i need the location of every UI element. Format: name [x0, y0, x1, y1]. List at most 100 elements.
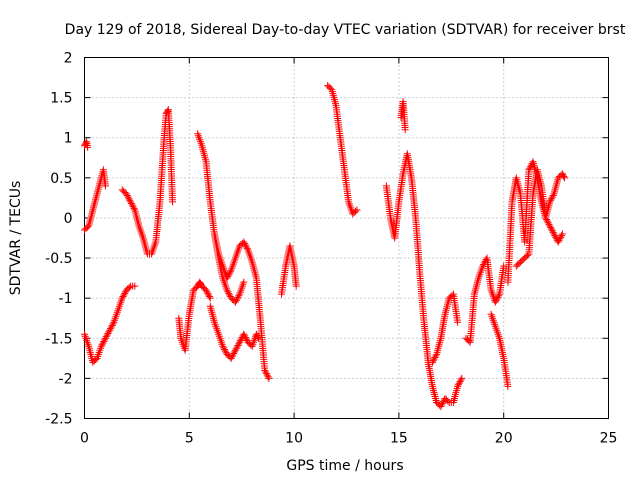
data-point: [547, 224, 555, 232]
data-point: [123, 191, 131, 199]
data-point: [234, 293, 242, 301]
data-point: [106, 325, 114, 333]
data-point: [233, 295, 241, 303]
y-tick-label: 2: [64, 51, 73, 67]
data-point: [254, 333, 262, 341]
x-tick-label: 5: [185, 431, 194, 447]
x-tick-label: 10: [285, 431, 303, 447]
data-point: [241, 333, 249, 341]
data-point: [164, 107, 172, 115]
data-point: [454, 382, 462, 390]
x-tick-label: 20: [495, 431, 513, 447]
data-point: [458, 374, 466, 382]
data-point: [557, 233, 565, 241]
data-point: [128, 201, 136, 209]
series-track-m: [428, 290, 462, 366]
data-point: [556, 235, 564, 243]
data-point: [546, 198, 554, 206]
data-point: [242, 243, 250, 251]
data-point: [205, 291, 213, 299]
data-point: [124, 193, 132, 201]
data-point: [548, 227, 556, 235]
data-point: [235, 292, 243, 300]
data-point: [438, 399, 446, 407]
series-track-k: [382, 150, 466, 410]
series-track-n: [462, 254, 508, 346]
data-point: [454, 318, 462, 326]
data-point: [220, 344, 228, 352]
data-point: [231, 346, 239, 354]
y-tick-label: 1: [64, 131, 73, 147]
data-point: [543, 217, 551, 225]
y-tick-label: 0.5: [50, 171, 72, 187]
data-point: [221, 346, 229, 354]
data-point: [352, 207, 360, 215]
data-point: [491, 298, 499, 306]
data-point: [241, 332, 249, 340]
data-point: [206, 294, 214, 302]
data-point: [240, 278, 248, 286]
series-track-j: [324, 82, 361, 218]
y-tick-label: 1.5: [50, 91, 72, 107]
data-point: [549, 191, 557, 199]
series-track-c: [81, 282, 139, 366]
data-point: [101, 336, 109, 344]
y-tick-label: 0: [64, 211, 73, 227]
data-point: [118, 294, 126, 302]
data-point: [203, 288, 211, 296]
data-point: [97, 342, 105, 350]
y-axis-label: SDTVAR / TECUs: [8, 181, 24, 296]
data-point: [227, 354, 235, 362]
data-point: [121, 289, 129, 297]
y-tick-label: -2: [59, 371, 73, 387]
data-point: [495, 292, 503, 300]
data-point: [226, 269, 234, 277]
plot-frame: [84, 57, 609, 419]
data-point: [432, 352, 440, 360]
data-point: [126, 196, 134, 204]
data-point: [262, 370, 270, 378]
data-point: [231, 298, 239, 306]
y-tick-label: -2.5: [45, 412, 72, 428]
data-point: [202, 286, 210, 294]
data-point: [243, 244, 251, 252]
data-point: [242, 335, 250, 343]
data-point: [225, 271, 233, 279]
data-point: [525, 166, 533, 174]
data-point: [261, 366, 269, 374]
y-tick-label: -1.5: [45, 331, 72, 347]
data-point: [456, 378, 464, 386]
data-point: [455, 379, 463, 387]
data-point: [500, 262, 508, 270]
data-point: [219, 342, 227, 350]
data-point: [129, 203, 137, 211]
data-point: [454, 381, 462, 389]
data-point: [504, 382, 512, 390]
data-point: [106, 326, 114, 334]
data-point: [230, 350, 238, 358]
data-point: [169, 198, 177, 206]
data-point: [254, 334, 262, 342]
y-tick-label: -1: [59, 291, 73, 307]
x-tick-label: 15: [390, 431, 408, 447]
series-track-o: [487, 310, 512, 390]
data-point: [236, 337, 244, 345]
series-track-q: [512, 166, 568, 270]
data-point: [438, 401, 446, 409]
data-point: [130, 204, 138, 212]
data-point: [127, 200, 135, 208]
series-track-b: [81, 138, 92, 151]
data-point: [100, 337, 108, 345]
data-point: [431, 354, 439, 362]
data-point: [263, 371, 271, 379]
data-point: [236, 338, 244, 346]
data-point: [231, 348, 239, 356]
data-point: [465, 337, 473, 345]
data-point: [547, 225, 555, 233]
data-point: [545, 220, 553, 228]
data-point: [99, 339, 107, 347]
data-point: [494, 293, 502, 301]
series-track-d: [118, 106, 177, 258]
data-point: [353, 206, 361, 214]
data-point: [223, 286, 231, 294]
